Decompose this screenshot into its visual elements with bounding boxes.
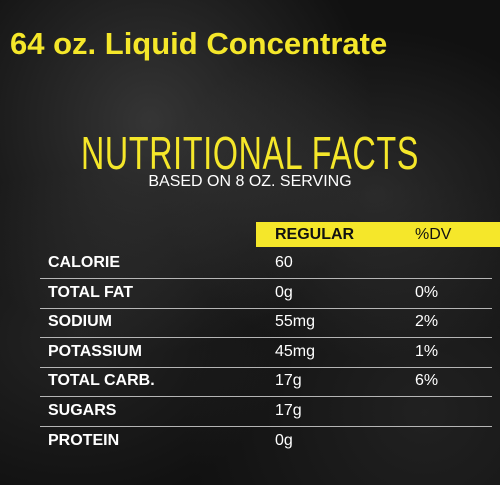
- row-value: 60: [275, 254, 293, 271]
- row-separator: [40, 366, 492, 368]
- row-value: 55mg: [275, 313, 316, 331]
- row-dv: 2%: [415, 313, 439, 331]
- row-dv: 1%: [415, 342, 439, 360]
- product-title: 64 oz. Liquid Concentrate: [10, 26, 388, 61]
- row-separator: [40, 307, 492, 309]
- row-value: 0g: [275, 283, 293, 301]
- row-value: 45mg: [275, 342, 316, 360]
- row-dv: 6%: [415, 372, 439, 390]
- row-separator: [40, 278, 492, 279]
- row-label: TOTAL CARB.: [48, 372, 155, 390]
- panel-title: NUTRITIONAL FACTS: [80, 127, 420, 179]
- row-label: SUGARS: [48, 402, 117, 419]
- row-label: POTASSIUM: [48, 342, 142, 360]
- row-label: CALORIE: [48, 254, 120, 271]
- row-value: 17g: [275, 372, 302, 390]
- row-label: PROTEIN: [48, 431, 120, 449]
- panel-subtitle: BASED ON 8 OZ. SERVING: [148, 173, 352, 190]
- row-value: 0g: [275, 431, 293, 449]
- column-header: %DV: [415, 226, 452, 243]
- row-label: TOTAL FAT: [48, 283, 134, 301]
- column-header: REGULAR: [275, 226, 355, 243]
- row-separator: [40, 426, 492, 427]
- table-header: REGULAR %DV: [256, 222, 500, 247]
- row-separator: [40, 396, 492, 398]
- row-dv: 0%: [415, 283, 439, 301]
- row-label: SODIUM: [48, 313, 112, 331]
- row-separator: [40, 337, 492, 339]
- row-value: 17g: [275, 402, 302, 419]
